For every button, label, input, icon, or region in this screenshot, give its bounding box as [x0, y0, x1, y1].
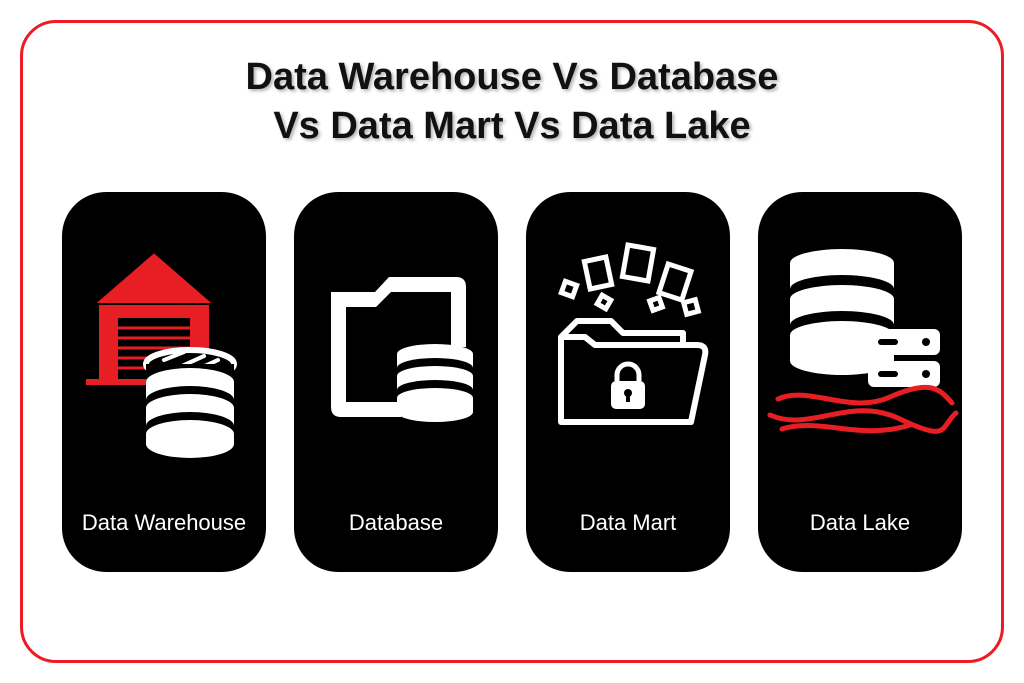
card-data-mart: Data Mart: [526, 192, 730, 572]
database-icon: [294, 192, 498, 502]
infographic-frame: Data Warehouse Vs Database Vs Data Mart …: [20, 20, 1004, 663]
card-label: Data Lake: [810, 510, 910, 536]
card-label: Database: [349, 510, 443, 536]
warehouse-icon: [62, 192, 266, 502]
card-data-lake: Data Lake: [758, 192, 962, 572]
card-label: Data Mart: [580, 510, 677, 536]
data-mart-icon: [526, 192, 730, 502]
data-lake-icon: [758, 192, 962, 502]
title-line-1: Data Warehouse Vs Database: [246, 53, 779, 102]
title-line-2: Vs Data Mart Vs Data Lake: [246, 102, 779, 151]
card-data-warehouse: Data Warehouse: [62, 192, 266, 572]
page-title: Data Warehouse Vs Database Vs Data Mart …: [246, 53, 779, 152]
card-database: Database: [294, 192, 498, 572]
cards-row: Data Warehouse: [62, 192, 962, 572]
card-label: Data Warehouse: [82, 510, 246, 536]
